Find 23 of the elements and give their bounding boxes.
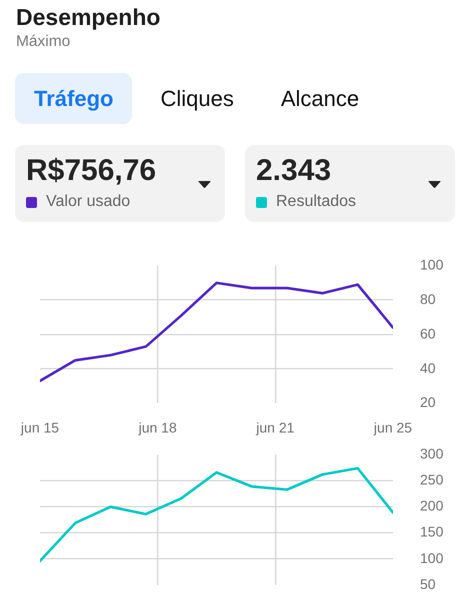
text: Alcance: [280, 85, 360, 113]
y-tick-label: 100: [420, 550, 444, 566]
y-tick-label: 60: [420, 325, 436, 342]
chart-title: Desempenho: [16, 4, 160, 30]
legend-label: Resultados: [276, 193, 356, 210]
y-tick-label: 300: [420, 446, 444, 462]
text: 2.343: [256, 154, 332, 187]
text: R$756,76: [26, 154, 156, 187]
y-tick-label: 100: [420, 256, 444, 273]
y-tick-label: 50: [420, 576, 436, 592]
legend-label: Valor usado: [46, 193, 130, 210]
x-tick-label: jun 18: [138, 420, 177, 436]
y-tick-label: 80: [420, 290, 436, 307]
text: Cliques: [159, 85, 235, 113]
x-tick-label: jun 15: [20, 420, 60, 436]
y-tick-label: 200: [420, 498, 444, 514]
x-tick-label: jun 25: [372, 420, 412, 436]
y-tick-label: 20: [420, 394, 436, 410]
y-tick-label: 40: [420, 360, 436, 376]
chart-subtitle: Máximo: [16, 33, 70, 50]
y-tick-label: 150: [420, 524, 444, 540]
x-tick-label: jun 21: [255, 420, 295, 436]
y-tick-label: 250: [420, 472, 444, 488]
